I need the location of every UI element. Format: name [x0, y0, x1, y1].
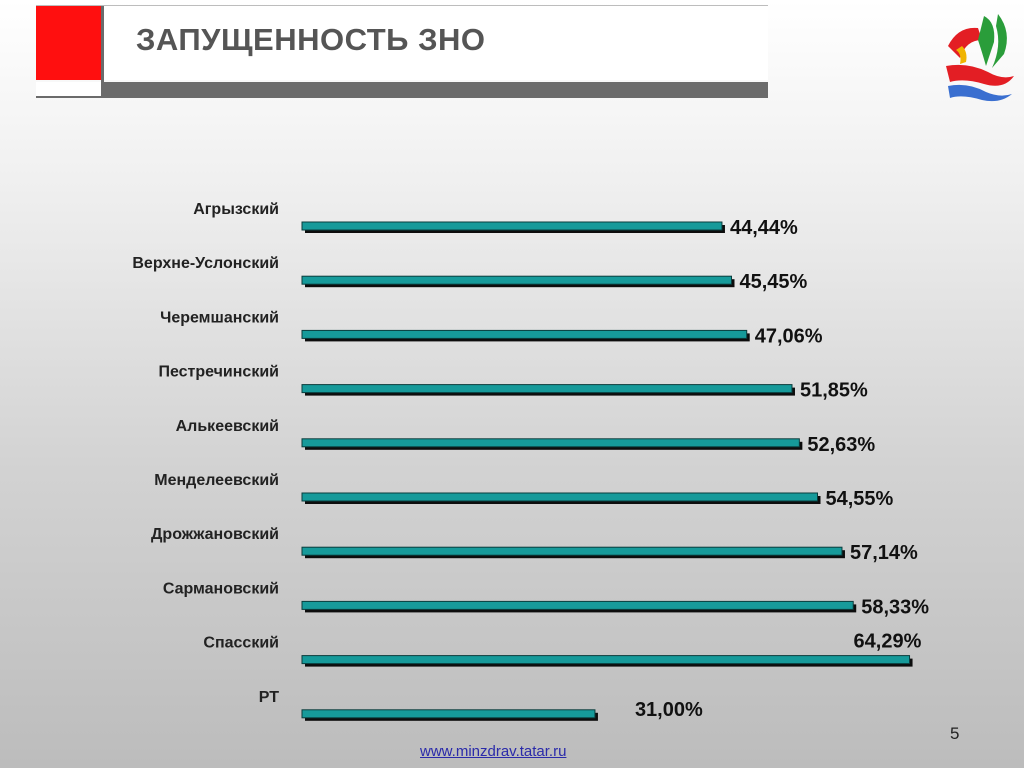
value-label: 44,44%	[730, 217, 798, 239]
bar	[301, 492, 818, 502]
footer-website-link[interactable]: www.minzdrav.tatar.ru	[420, 743, 567, 760]
bar	[301, 655, 911, 665]
value-label: 54,55%	[825, 488, 893, 510]
value-label: 51,85%	[800, 380, 868, 402]
bar	[301, 275, 733, 285]
value-label: 58,33%	[861, 596, 929, 618]
category-label: Пестречинский	[158, 364, 279, 381]
category-label: РТ	[259, 689, 279, 706]
header-title-panel	[104, 6, 768, 80]
value-label: 47,06%	[755, 325, 823, 347]
value-label: 64,29%	[854, 631, 922, 653]
slide-header: ЗАПУЩЕННОСТЬ ЗНО	[0, 0, 1024, 100]
category-label: Верхне-Услонский	[132, 255, 279, 272]
header-red-square	[36, 6, 101, 80]
category-label: Алькеевский	[176, 418, 279, 435]
header-divider	[101, 6, 104, 98]
value-label: 45,45%	[740, 271, 808, 293]
category-label: Менделеевский	[154, 472, 279, 489]
bar	[301, 384, 793, 394]
category-label: Спасский	[203, 635, 279, 652]
value-label: 52,63%	[807, 434, 875, 456]
bar	[301, 438, 800, 448]
bar	[301, 329, 748, 339]
header-left-strip	[36, 82, 101, 98]
header-top-line	[36, 5, 768, 6]
bar	[301, 600, 854, 610]
tatarstan-health-logo-icon	[946, 14, 1014, 102]
category-label: Агрызский	[193, 201, 279, 218]
header-gray-bar	[104, 82, 768, 98]
category-label: Черемшанский	[160, 309, 279, 326]
bar	[301, 546, 843, 556]
category-label: Сармановский	[163, 580, 279, 597]
bar	[301, 709, 596, 719]
category-label: Дрожжановский	[151, 526, 279, 543]
value-label: 31,00%	[635, 699, 703, 721]
slide-number: 5	[950, 724, 960, 743]
bar	[301, 221, 723, 231]
value-label: 57,14%	[850, 542, 918, 564]
page-title: ЗАПУЩЕННОСТЬ ЗНО	[136, 22, 486, 57]
